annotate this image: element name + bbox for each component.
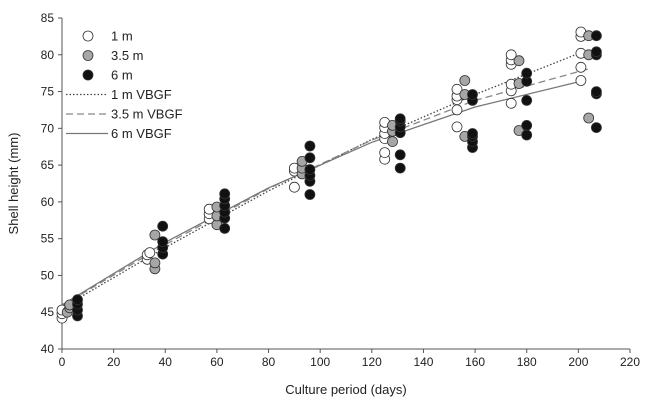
data-point-series-2 [304,189,316,200]
y-tick-label: 85 [41,11,55,25]
data-point-series-0 [451,121,463,133]
y-tick-label: 40 [41,342,55,356]
y-tick-label: 50 [41,268,55,282]
legend-label: 3.5 m VBGF [111,107,183,122]
axes: 0 20 40 60 80 100 120 140 160 180 200 220 40 45 50 55 60… [41,11,641,369]
data-point-series-0 [505,97,517,109]
data-point-series-2 [157,236,169,248]
x-tick-label: 100 [310,355,330,369]
legend-marker-2 [82,69,94,81]
x-tick-label: 40 [159,355,173,369]
data-point-series-2 [591,86,602,97]
x-tick-label: 120 [362,355,382,369]
data-point-series-2 [591,30,602,42]
legend-label: 1 m [111,29,133,44]
data-point-series-2 [591,46,602,58]
data-point-series-1 [149,257,161,269]
data-point-series-1 [149,229,161,241]
x-tick-label: 60 [210,355,224,369]
x-tick-label: 20 [107,355,121,369]
legend-marker-0 [82,30,94,42]
data-point-series-2 [591,122,602,133]
y-tick-label: 80 [41,48,55,62]
x-tick-label: 140 [413,355,433,369]
data-point-series-2 [467,128,478,139]
data-point-series-2 [219,188,231,200]
data-point-series-2 [394,149,406,161]
x-tick-label: 200 [568,355,588,369]
data-point-series-2 [521,95,533,106]
legend-label: 1 m VBGF [111,87,172,102]
data-point-series-2 [304,152,316,164]
y-tick-label: 45 [41,305,55,319]
data-point-series-2 [72,294,83,306]
data-point-series-2 [521,129,533,141]
legend-label: 6 m VBGF [111,126,172,141]
y-axis-title: Shell height (mm) [6,133,21,235]
legend: 1 m 3.5 m 6 m 1 m VBGF 3.5 m VBGF 6 m VBGF [66,29,183,141]
data-point-series-0 [379,147,391,159]
data-point-series-1 [583,112,595,124]
data-point-series-2 [157,220,169,232]
data-point-series-2 [219,222,231,234]
y-tick-label: 75 [41,85,55,99]
x-axis-title: Culture period (days) [285,382,406,397]
data-point-series-0 [575,75,587,86]
legend-marker-1 [82,50,94,61]
data-point-series-2 [394,162,406,174]
data-point-series-2 [521,120,533,131]
y-tick-label: 65 [41,158,55,172]
y-tick-label: 70 [41,121,55,135]
data-point-series-1 [387,136,398,148]
y-tick-label: 55 [41,232,55,246]
x-tick-label: 220 [620,355,640,369]
data-point-series-0 [288,181,300,193]
data-point-series-0 [144,247,156,259]
x-tick-label: 180 [517,355,537,369]
data-point-series-2 [304,140,316,152]
data-point-series-0 [451,83,463,95]
x-tick-label: 80 [262,355,276,369]
data-point-series-1 [459,75,471,86]
data-point-series-2 [521,67,533,79]
data-point-series-0 [505,49,517,61]
data-point-series-0 [451,104,463,116]
y-tick-label: 60 [41,195,55,209]
data-point-series-2 [304,164,316,175]
x-tick-label: 160 [465,355,485,369]
data-point-series-1 [513,55,525,67]
x-tick-label: 0 [59,355,66,369]
data-points [56,26,602,324]
data-point-series-0 [575,61,587,73]
data-point-series-2 [467,89,478,100]
legend-label: 6 m [111,68,133,83]
legend-label: 3.5 m [111,48,144,63]
data-point-series-2 [394,113,406,125]
